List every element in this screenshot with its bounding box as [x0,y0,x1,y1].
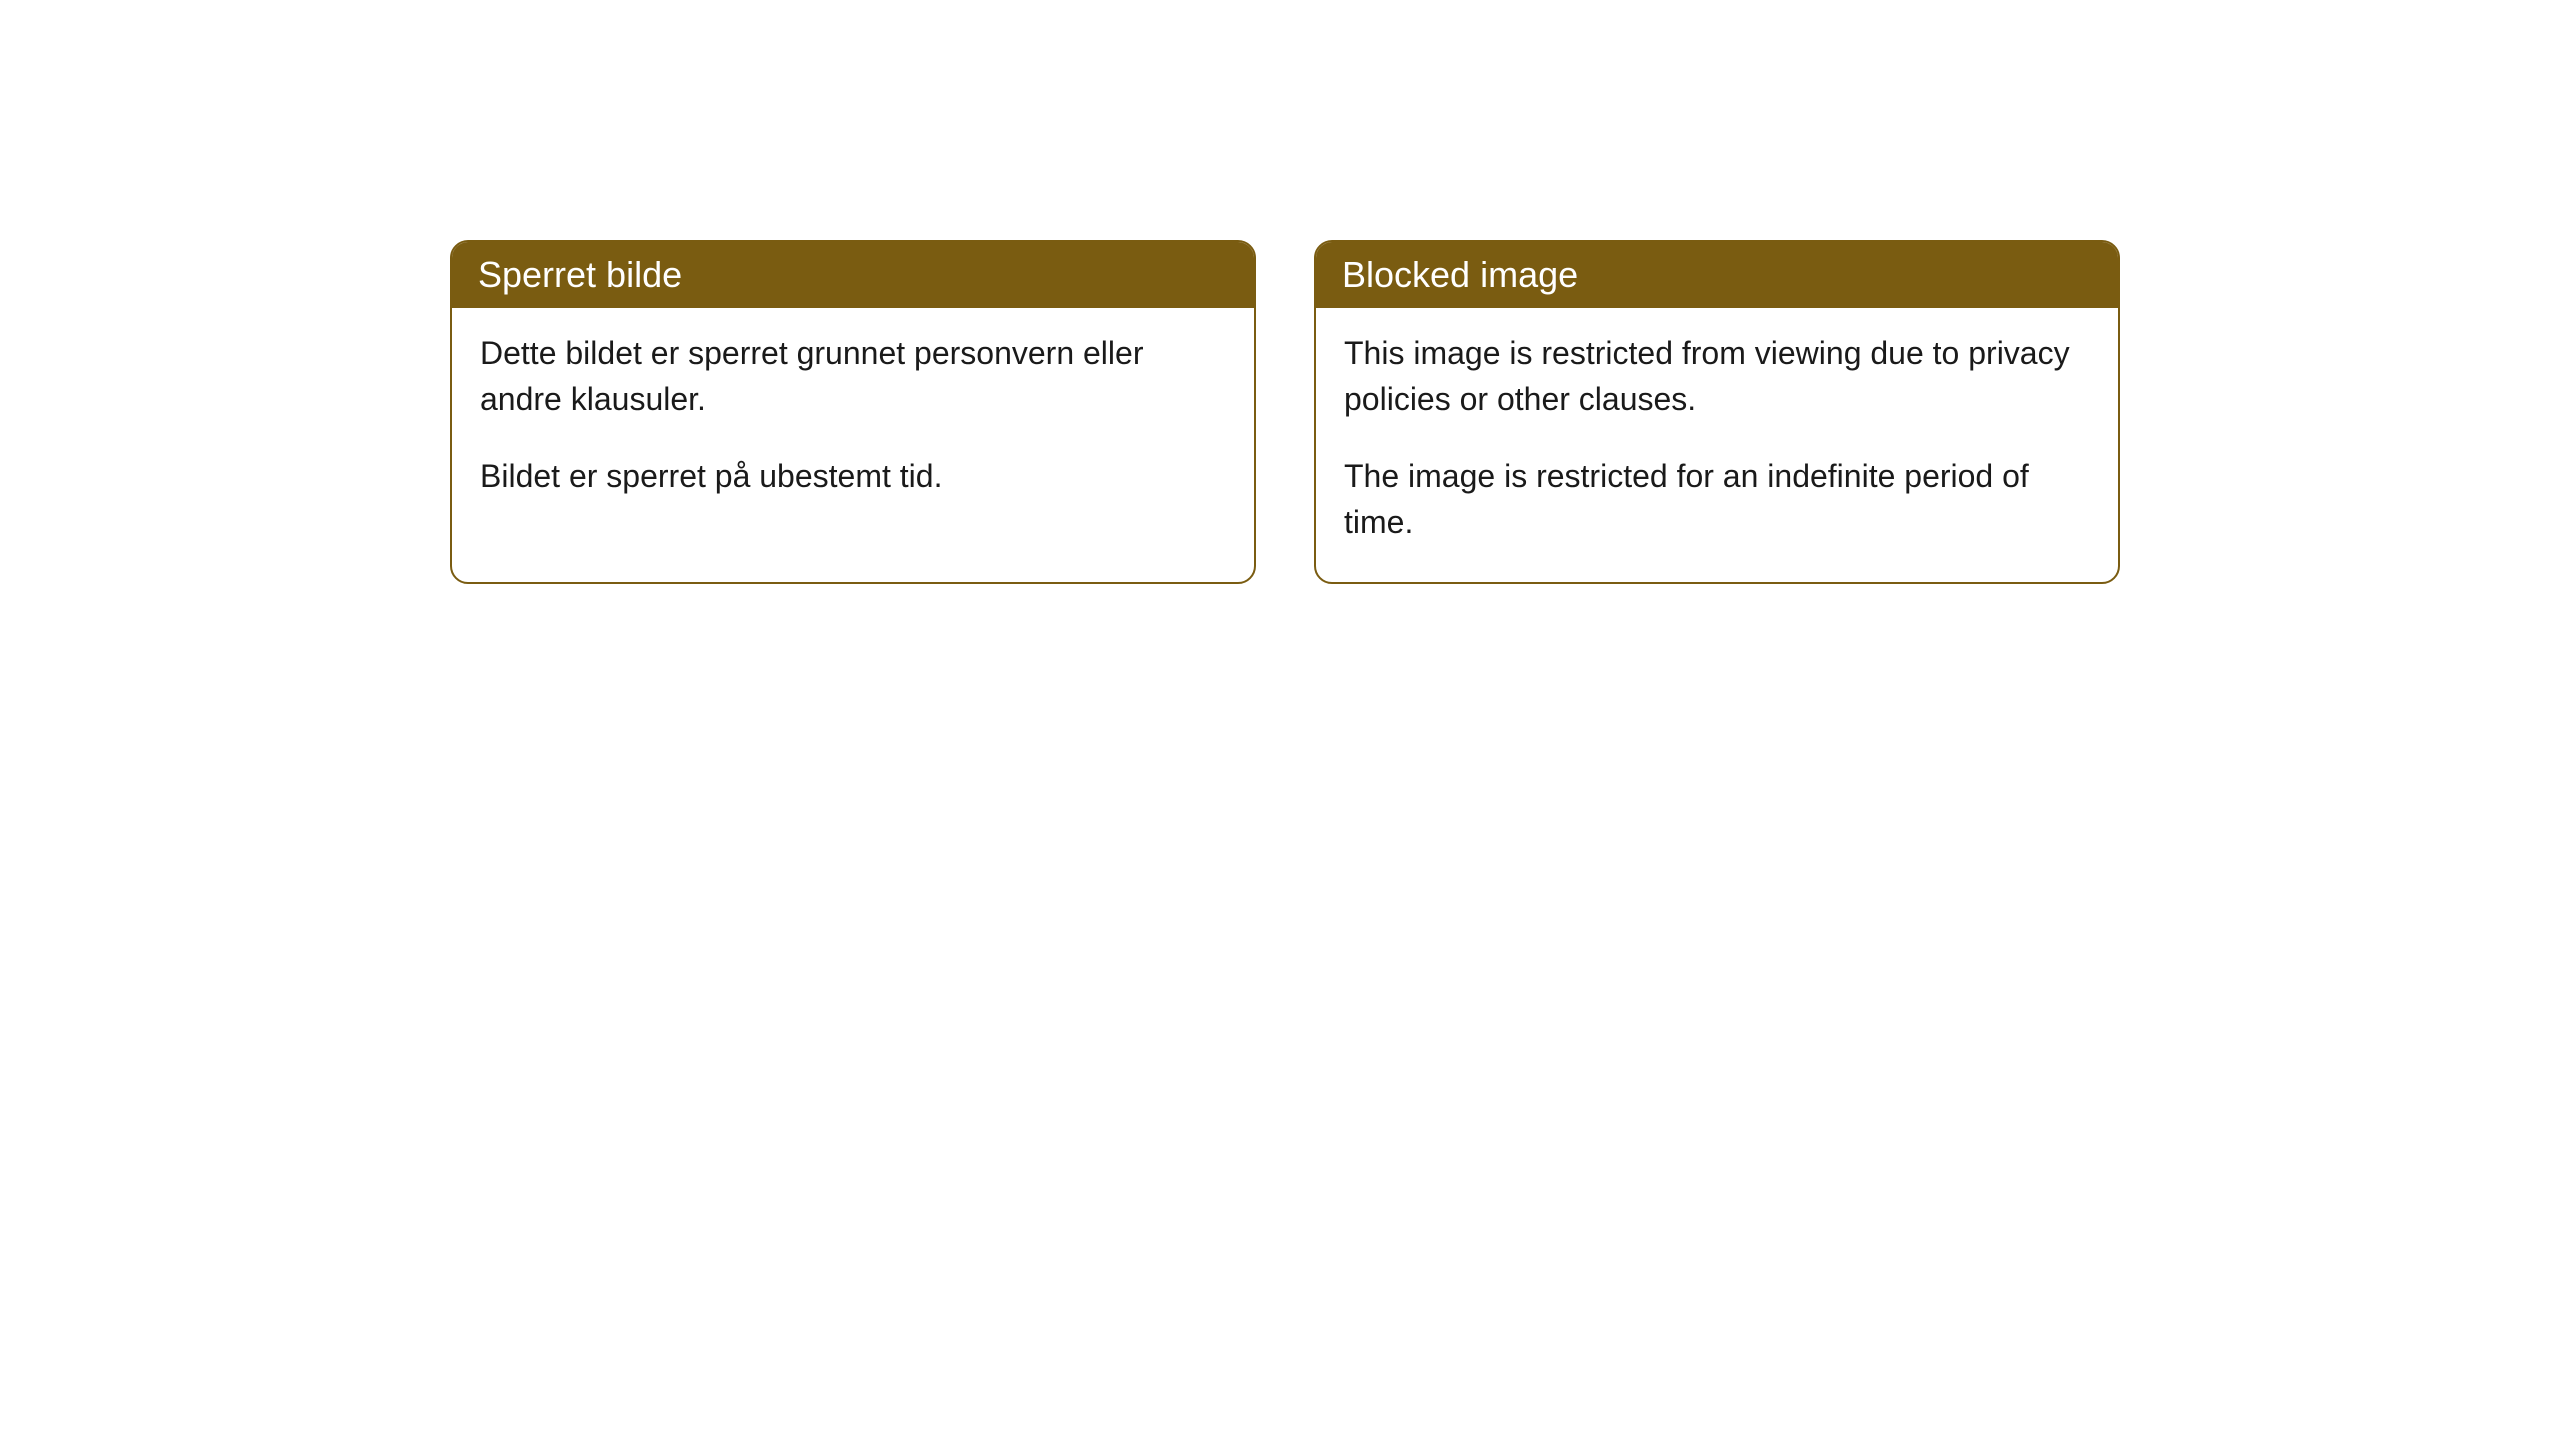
card-header-norwegian: Sperret bilde [452,242,1254,308]
card-paragraph-1-norwegian: Dette bildet er sperret grunnet personve… [480,330,1226,423]
card-paragraph-2-norwegian: Bildet er sperret på ubestemt tid. [480,453,1226,499]
card-title-norwegian: Sperret bilde [478,254,682,295]
blocked-image-card-english: Blocked image This image is restricted f… [1314,240,2120,584]
card-paragraph-2-english: The image is restricted for an indefinit… [1344,453,2090,546]
blocked-image-card-norwegian: Sperret bilde Dette bildet er sperret gr… [450,240,1256,584]
card-paragraph-1-english: This image is restricted from viewing du… [1344,330,2090,423]
card-header-english: Blocked image [1316,242,2118,308]
card-title-english: Blocked image [1342,254,1578,295]
notice-cards-container: Sperret bilde Dette bildet er sperret gr… [0,0,2560,584]
card-body-english: This image is restricted from viewing du… [1316,308,2118,582]
card-body-norwegian: Dette bildet er sperret grunnet personve… [452,308,1254,535]
